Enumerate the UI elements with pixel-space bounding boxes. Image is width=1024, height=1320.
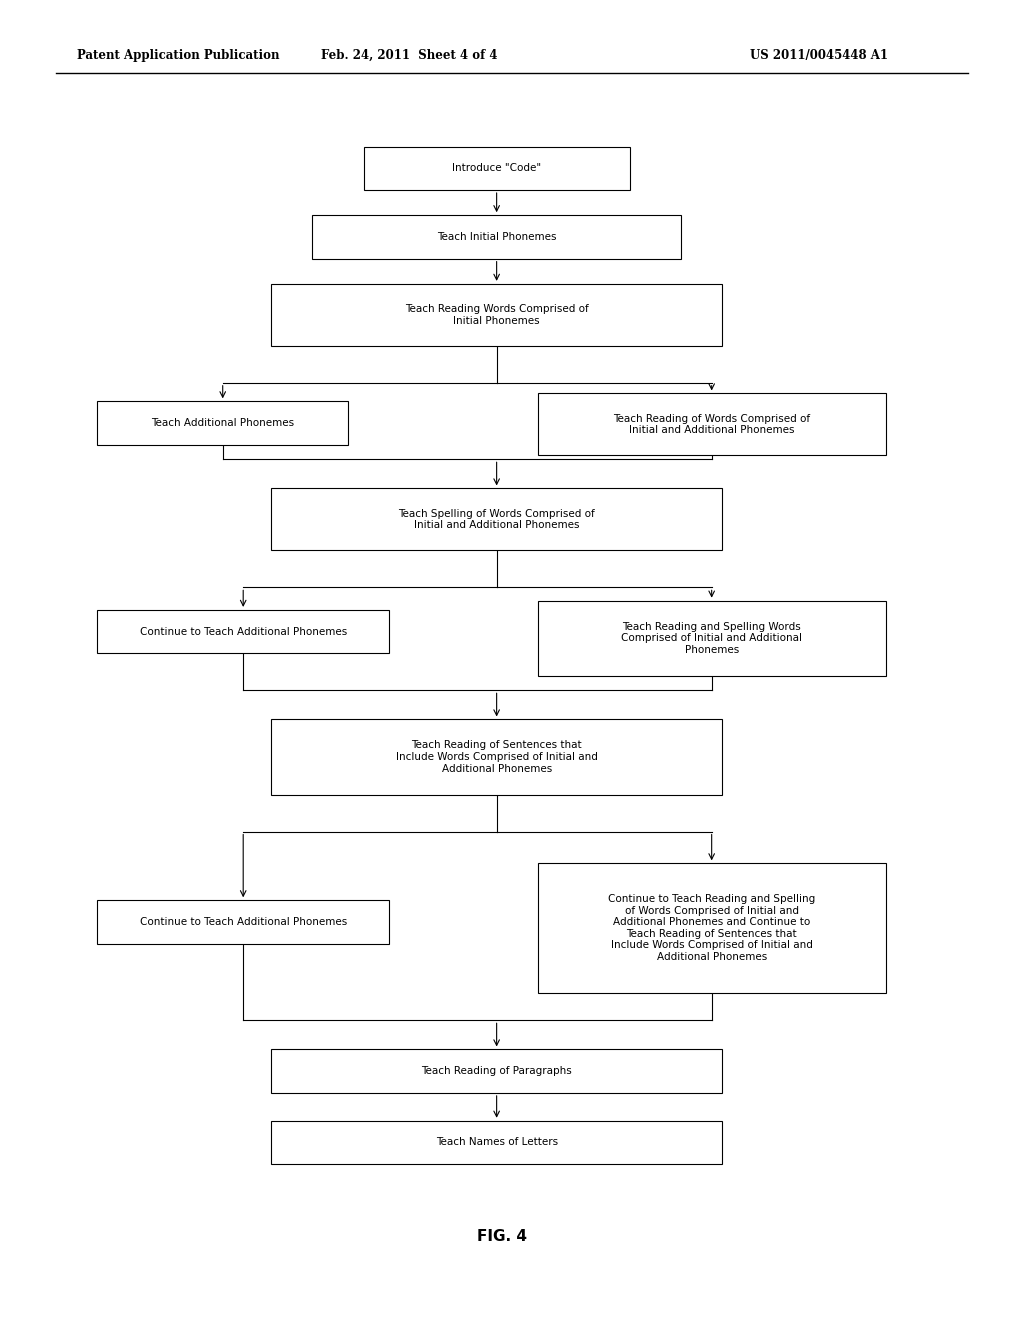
Text: FIG. 4: FIG. 4 bbox=[477, 1229, 526, 1245]
Bar bbox=[538, 393, 886, 455]
Text: Continue to Teach Reading and Spelling
of Words Comprised of Initial and
Additio: Continue to Teach Reading and Spelling o… bbox=[608, 894, 815, 962]
Text: Teach Reading Words Comprised of
Initial Phonemes: Teach Reading Words Comprised of Initial… bbox=[404, 304, 589, 326]
Bar bbox=[271, 719, 722, 795]
Bar bbox=[538, 601, 886, 676]
Text: Feb. 24, 2011  Sheet 4 of 4: Feb. 24, 2011 Sheet 4 of 4 bbox=[322, 49, 498, 62]
Text: Patent Application Publication: Patent Application Publication bbox=[77, 49, 280, 62]
Text: US 2011/0045448 A1: US 2011/0045448 A1 bbox=[751, 49, 888, 62]
Text: Teach Reading of Sentences that
Include Words Comprised of Initial and
Additiona: Teach Reading of Sentences that Include … bbox=[395, 741, 598, 774]
Bar bbox=[538, 863, 886, 993]
Bar bbox=[312, 215, 681, 259]
Bar bbox=[271, 1049, 722, 1093]
Text: Teach Reading of Words Comprised of
Initial and Additional Phonemes: Teach Reading of Words Comprised of Init… bbox=[613, 413, 810, 436]
Text: Teach Additional Phonemes: Teach Additional Phonemes bbox=[152, 418, 294, 428]
Text: Introduce "Code": Introduce "Code" bbox=[452, 164, 542, 173]
Text: Continue to Teach Additional Phonemes: Continue to Teach Additional Phonemes bbox=[139, 627, 347, 636]
Text: Teach Initial Phonemes: Teach Initial Phonemes bbox=[437, 232, 556, 242]
Bar bbox=[364, 147, 630, 190]
Bar bbox=[97, 900, 389, 944]
Text: Teach Spelling of Words Comprised of
Initial and Additional Phonemes: Teach Spelling of Words Comprised of Ini… bbox=[398, 508, 595, 531]
Text: Teach Reading of Paragraphs: Teach Reading of Paragraphs bbox=[421, 1067, 572, 1076]
Bar bbox=[271, 1121, 722, 1164]
Bar bbox=[271, 488, 722, 550]
Bar bbox=[97, 401, 348, 445]
Text: Teach Names of Letters: Teach Names of Letters bbox=[435, 1138, 558, 1147]
Bar bbox=[97, 610, 389, 653]
Text: Continue to Teach Additional Phonemes: Continue to Teach Additional Phonemes bbox=[139, 917, 347, 927]
Bar bbox=[271, 284, 722, 346]
Text: Teach Reading and Spelling Words
Comprised of Initial and Additional
Phonemes: Teach Reading and Spelling Words Compris… bbox=[622, 622, 802, 655]
